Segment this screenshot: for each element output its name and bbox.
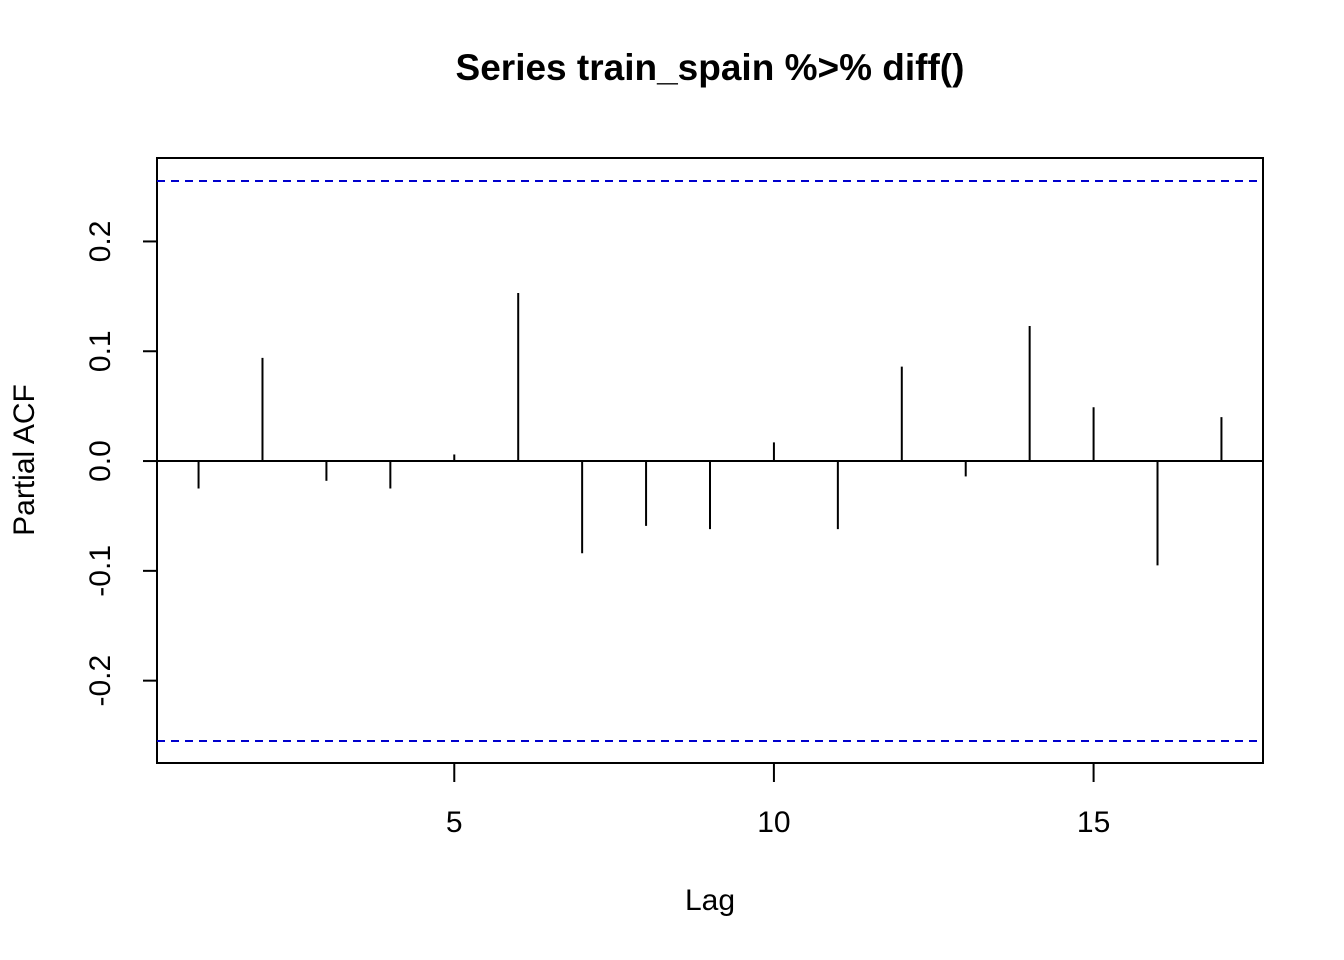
y-tick-label: -0.1 [84, 545, 117, 597]
chart-title: Series train_spain %>% diff() [456, 47, 965, 88]
y-axis: -0.2 -0.1 0.0 0.1 0.2 [84, 221, 157, 707]
x-tick-label: 15 [1077, 806, 1110, 839]
y-tick-label: -0.2 [84, 655, 117, 707]
y-tick-label: 0.2 [84, 221, 117, 263]
pacf-bars [157, 293, 1263, 566]
x-axis-label: Lag [685, 884, 735, 917]
x-tick-label: 10 [757, 806, 790, 839]
y-tick-label: 0.0 [84, 440, 117, 482]
x-axis: 5 10 15 [446, 763, 1110, 839]
y-axis-label: Partial ACF [8, 384, 41, 536]
y-tick-label: 0.1 [84, 330, 117, 372]
confidence-bounds [157, 180, 1263, 743]
x-tick-label: 5 [446, 806, 463, 839]
